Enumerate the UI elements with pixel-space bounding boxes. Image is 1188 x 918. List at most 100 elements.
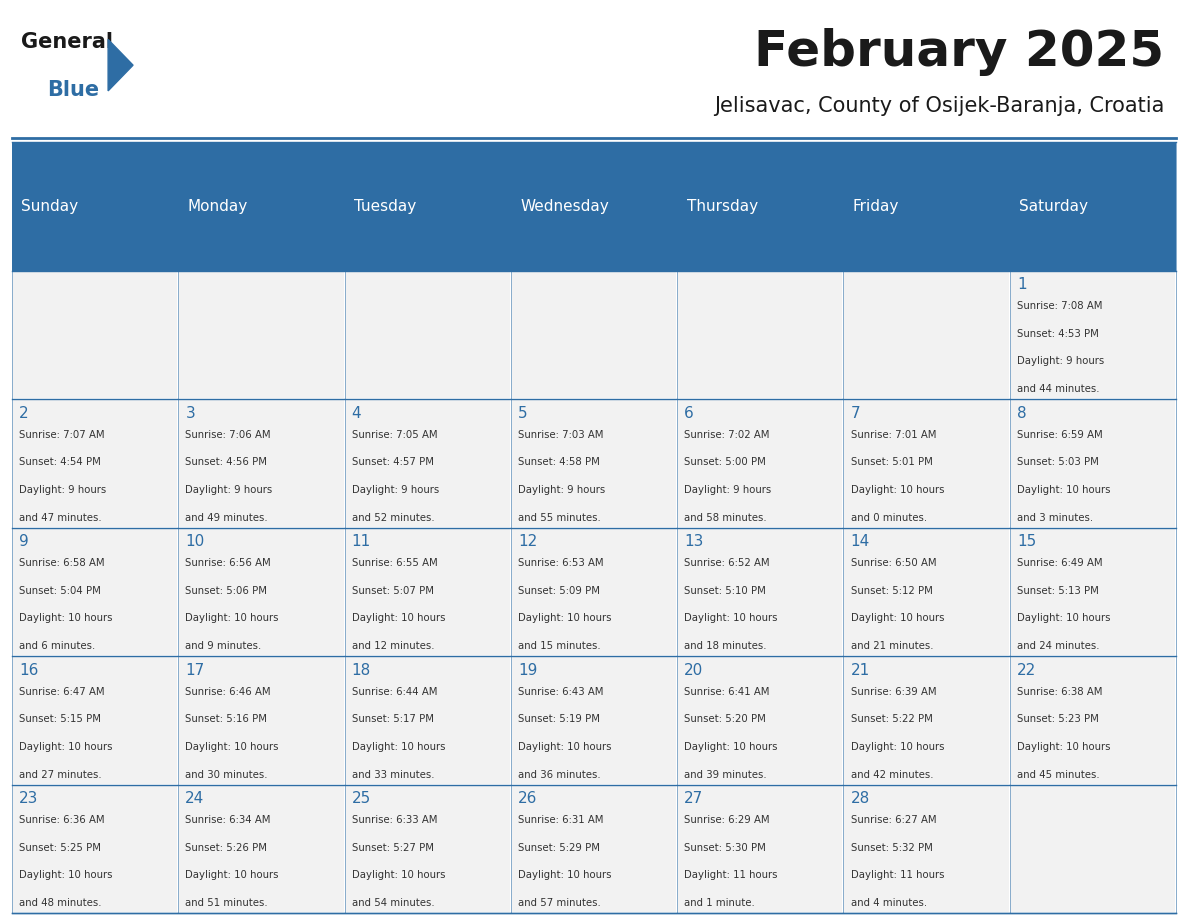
Bar (677, 785, 843, 913)
Text: 10: 10 (185, 534, 204, 549)
Text: Daylight: 10 hours: Daylight: 10 hours (19, 870, 113, 880)
Text: Sunrise: 6:41 AM: Sunrise: 6:41 AM (684, 687, 770, 697)
Text: 14: 14 (851, 534, 870, 549)
Bar (843, 785, 1010, 913)
Text: Daylight: 10 hours: Daylight: 10 hours (851, 742, 944, 752)
Text: and 42 minutes.: and 42 minutes. (851, 769, 933, 779)
Text: Sunrise: 6:33 AM: Sunrise: 6:33 AM (352, 815, 437, 825)
Text: and 52 minutes.: and 52 minutes. (352, 512, 435, 522)
Text: and 57 minutes.: and 57 minutes. (518, 898, 601, 908)
Bar (511, 656, 677, 785)
Bar (1010, 271, 1176, 399)
Text: 22: 22 (1017, 663, 1036, 677)
Text: 6: 6 (684, 406, 694, 420)
Text: Sunset: 5:17 PM: Sunset: 5:17 PM (352, 714, 434, 724)
Text: 15: 15 (1017, 534, 1036, 549)
Text: Sunrise: 6:44 AM: Sunrise: 6:44 AM (352, 687, 437, 697)
Text: and 47 minutes.: and 47 minutes. (19, 512, 102, 522)
Bar (12, 399, 178, 528)
Text: Friday: Friday (853, 199, 899, 214)
Text: Sunrise: 7:05 AM: Sunrise: 7:05 AM (352, 430, 437, 440)
Text: Sunset: 5:06 PM: Sunset: 5:06 PM (185, 586, 267, 596)
Text: 1: 1 (1017, 277, 1026, 292)
Text: Sunrise: 6:31 AM: Sunrise: 6:31 AM (518, 815, 604, 825)
Bar (843, 399, 1010, 528)
Text: General: General (21, 32, 113, 52)
Text: and 44 minutes.: and 44 minutes. (1017, 384, 1099, 394)
Bar (345, 271, 511, 399)
Text: Daylight: 10 hours: Daylight: 10 hours (684, 742, 778, 752)
Text: Sunrise: 6:47 AM: Sunrise: 6:47 AM (19, 687, 105, 697)
Text: Sunset: 5:27 PM: Sunset: 5:27 PM (352, 843, 434, 853)
Text: and 27 minutes.: and 27 minutes. (19, 769, 102, 779)
Text: Sunrise: 6:53 AM: Sunrise: 6:53 AM (518, 558, 604, 568)
Text: 2: 2 (19, 406, 29, 420)
Text: February 2025: February 2025 (754, 28, 1164, 75)
Text: Daylight: 11 hours: Daylight: 11 hours (851, 870, 944, 880)
Text: Sunrise: 7:08 AM: Sunrise: 7:08 AM (1017, 301, 1102, 311)
Text: Sunset: 5:04 PM: Sunset: 5:04 PM (19, 586, 101, 596)
Text: Sunset: 5:01 PM: Sunset: 5:01 PM (851, 457, 933, 467)
Text: Daylight: 9 hours: Daylight: 9 hours (518, 485, 605, 495)
Text: 21: 21 (851, 663, 870, 677)
Bar (12, 785, 178, 913)
Text: Daylight: 10 hours: Daylight: 10 hours (352, 742, 446, 752)
Text: Sunrise: 7:03 AM: Sunrise: 7:03 AM (518, 430, 604, 440)
Text: 16: 16 (19, 663, 38, 677)
Bar (1010, 785, 1176, 913)
Text: Daylight: 10 hours: Daylight: 10 hours (185, 742, 279, 752)
Text: and 4 minutes.: and 4 minutes. (851, 898, 927, 908)
Text: Daylight: 10 hours: Daylight: 10 hours (851, 485, 944, 495)
Bar (178, 399, 345, 528)
Bar (12, 271, 178, 399)
Text: Sunrise: 6:59 AM: Sunrise: 6:59 AM (1017, 430, 1102, 440)
Bar (1010, 528, 1176, 656)
Bar (677, 271, 843, 399)
Text: Sunset: 5:09 PM: Sunset: 5:09 PM (518, 586, 600, 596)
Text: Sunrise: 7:02 AM: Sunrise: 7:02 AM (684, 430, 770, 440)
Text: Daylight: 9 hours: Daylight: 9 hours (352, 485, 438, 495)
Text: and 15 minutes.: and 15 minutes. (518, 641, 601, 651)
Text: Sunrise: 6:29 AM: Sunrise: 6:29 AM (684, 815, 770, 825)
Text: and 12 minutes.: and 12 minutes. (352, 641, 434, 651)
Bar (178, 656, 345, 785)
Bar (345, 528, 511, 656)
Text: and 36 minutes.: and 36 minutes. (518, 769, 601, 779)
Text: Sunset: 5:13 PM: Sunset: 5:13 PM (1017, 586, 1099, 596)
Text: Sunrise: 6:36 AM: Sunrise: 6:36 AM (19, 815, 105, 825)
Text: Sunset: 5:29 PM: Sunset: 5:29 PM (518, 843, 600, 853)
Bar (178, 528, 345, 656)
Bar (1010, 399, 1176, 528)
Text: Sunset: 5:32 PM: Sunset: 5:32 PM (851, 843, 933, 853)
Text: Daylight: 9 hours: Daylight: 9 hours (1017, 356, 1104, 366)
Text: 4: 4 (352, 406, 361, 420)
Text: 18: 18 (352, 663, 371, 677)
Text: and 55 minutes.: and 55 minutes. (518, 512, 601, 522)
Bar (511, 399, 677, 528)
Text: 17: 17 (185, 663, 204, 677)
Text: and 18 minutes.: and 18 minutes. (684, 641, 766, 651)
Text: Sunrise: 6:49 AM: Sunrise: 6:49 AM (1017, 558, 1102, 568)
Text: and 54 minutes.: and 54 minutes. (352, 898, 435, 908)
Text: Sunset: 5:10 PM: Sunset: 5:10 PM (684, 586, 766, 596)
Bar (677, 528, 843, 656)
Text: 25: 25 (352, 791, 371, 806)
Text: 23: 23 (19, 791, 38, 806)
Text: and 33 minutes.: and 33 minutes. (352, 769, 434, 779)
Text: 7: 7 (851, 406, 860, 420)
Text: 5: 5 (518, 406, 527, 420)
Text: Sunset: 4:56 PM: Sunset: 4:56 PM (185, 457, 267, 467)
Text: and 39 minutes.: and 39 minutes. (684, 769, 767, 779)
Text: Sunrise: 7:07 AM: Sunrise: 7:07 AM (19, 430, 105, 440)
Text: Daylight: 11 hours: Daylight: 11 hours (684, 870, 778, 880)
Text: Sunrise: 6:39 AM: Sunrise: 6:39 AM (851, 687, 936, 697)
Text: Daylight: 10 hours: Daylight: 10 hours (1017, 485, 1111, 495)
Text: Daylight: 10 hours: Daylight: 10 hours (518, 613, 612, 623)
Text: 19: 19 (518, 663, 537, 677)
Text: Sunset: 4:58 PM: Sunset: 4:58 PM (518, 457, 600, 467)
Bar (677, 399, 843, 528)
Text: Blue: Blue (48, 80, 100, 100)
Text: and 58 minutes.: and 58 minutes. (684, 512, 767, 522)
Text: Thursday: Thursday (687, 199, 758, 214)
Text: Daylight: 10 hours: Daylight: 10 hours (352, 613, 446, 623)
